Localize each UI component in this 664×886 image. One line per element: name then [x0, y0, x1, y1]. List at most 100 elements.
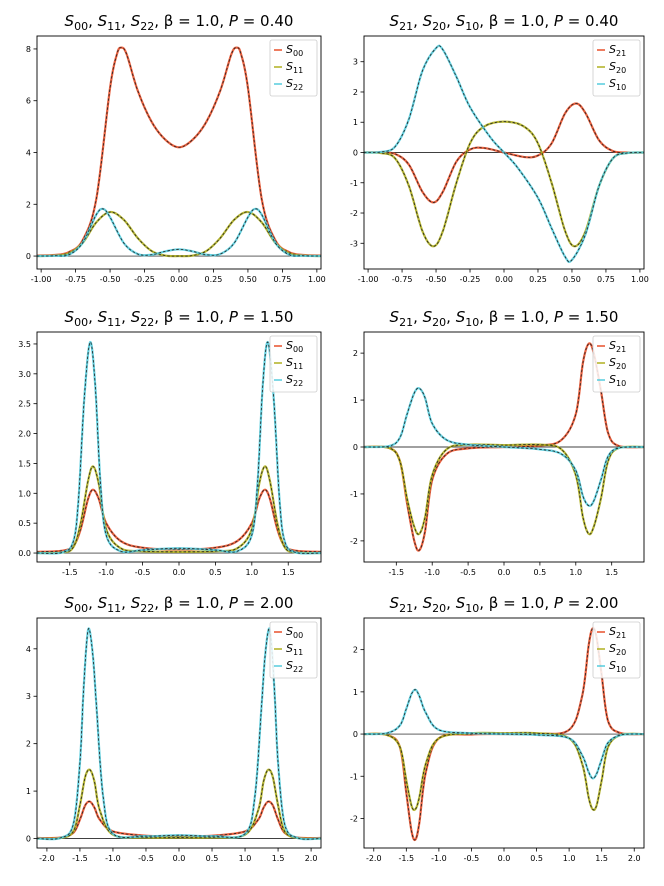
title-p-value: = 0.40 — [568, 12, 619, 30]
x-tick-label: 0.50 — [563, 275, 581, 284]
legend-subscript: 22 — [293, 665, 303, 674]
y-tick-label: 1 — [353, 688, 358, 697]
x-tick-label: -1.0 — [98, 568, 114, 577]
legend-symbol: S — [609, 43, 616, 56]
series-S11-fit-line — [37, 769, 321, 840]
x-tick-label: 2.0 — [305, 854, 318, 863]
x-tick-label: -0.75 — [392, 275, 413, 284]
title-subscript: 10 — [465, 316, 479, 329]
legend-symbol: S — [609, 356, 616, 369]
x-tick-label: 1.0 — [563, 854, 576, 863]
legend-label: S20 — [609, 60, 626, 75]
y-tick-label: -2 — [350, 209, 358, 218]
title-symbol: S — [390, 594, 400, 612]
x-tick-label: 0.5 — [206, 854, 219, 863]
series-S20-fit-line — [364, 121, 644, 247]
chart-panel-4: S21, S20, S10, β = 1.0, P = 1.50-1.5 -1.0… — [350, 308, 645, 577]
x-tick-label: -1.00 — [358, 275, 379, 284]
legend-label: S22 — [286, 373, 303, 388]
legend-subscript: 00 — [293, 49, 303, 58]
title-p-value: = 2.00 — [568, 594, 619, 612]
legend-box — [269, 621, 318, 679]
legend-label: S00 — [286, 339, 303, 354]
x-tick-label: -1.5 — [389, 568, 405, 577]
legend-symbol: S — [609, 373, 616, 386]
plot-area — [37, 627, 321, 841]
title-p-symbol: P — [554, 594, 564, 612]
series-S10-fit-line — [364, 387, 644, 507]
series-S00-fit-line — [37, 489, 321, 553]
title-separator: , — [479, 594, 489, 612]
title-separator: , — [446, 12, 456, 30]
x-tick-label: 2.0 — [628, 854, 641, 863]
y-tick-label: -3 — [350, 239, 358, 248]
title-subscript: 11 — [107, 316, 121, 329]
title-symbol: S — [65, 594, 75, 612]
plot-area — [37, 341, 321, 555]
x-tick-label: 0.00 — [495, 275, 513, 284]
legend-symbol: S — [286, 625, 293, 638]
title-beta: β = 1.0, — [164, 12, 224, 30]
x-tick-label: -1.5 — [399, 854, 415, 863]
chart-panel-5: S00, S11, S22, β = 1.0, P = 2.00-2.0 -1.5… — [26, 594, 322, 863]
y-tick-label: 0 — [353, 443, 358, 452]
title-separator: , — [413, 308, 423, 326]
series-S00-fit-line — [37, 47, 321, 256]
y-tick-label: 2 — [353, 349, 358, 358]
title-subscript: 21 — [399, 602, 413, 615]
title-beta: β = 1.0, — [489, 308, 549, 326]
y-tick-label: -1 — [350, 490, 358, 499]
x-tick-label: -2.0 — [39, 854, 55, 863]
title-subscript: 11 — [107, 20, 121, 33]
legend-box — [269, 39, 318, 97]
title-separator: , — [88, 308, 98, 326]
legend-label: S10 — [609, 77, 626, 92]
x-tick-label: -0.25 — [134, 275, 155, 284]
x-tick-label: 0.25 — [205, 275, 223, 284]
legend-box — [592, 39, 641, 97]
legend-label: S22 — [286, 77, 303, 92]
panel-title: S00, S11, S22, β = 1.0, P = 2.00 — [65, 594, 294, 615]
title-p-value: = 1.50 — [243, 308, 294, 326]
legend-symbol: S — [609, 625, 616, 638]
x-tick-label: 1.5 — [595, 854, 608, 863]
y-tick-label: 1 — [26, 787, 31, 796]
y-tick-label: 1.0 — [18, 489, 31, 498]
x-tick-label: -1.5 — [62, 568, 78, 577]
legend-label: S21 — [609, 625, 626, 640]
title-p-symbol: P — [229, 308, 239, 326]
legend-symbol: S — [286, 642, 293, 655]
title-p-symbol: P — [229, 594, 239, 612]
legend-symbol: S — [286, 77, 293, 90]
series-S10-fit-line — [364, 45, 644, 263]
title-p-symbol: P — [554, 308, 564, 326]
legend-symbol: S — [609, 642, 616, 655]
legend-subscript: 20 — [616, 362, 626, 371]
legend-subscript: 20 — [616, 66, 626, 75]
title-subscript: 10 — [465, 602, 479, 615]
x-tick-label: 1.00 — [631, 275, 649, 284]
x-tick-label: 0.0 — [498, 854, 511, 863]
title-subscript: 20 — [432, 316, 446, 329]
title-symbol: S — [98, 12, 108, 30]
y-tick-label: 3 — [353, 58, 358, 67]
y-tick-label: 6 — [26, 97, 31, 106]
x-tick-label: -0.25 — [460, 275, 481, 284]
legend-subscript: 11 — [293, 362, 303, 371]
x-tick-label: 1.5 — [272, 854, 285, 863]
legend-label: S10 — [609, 659, 626, 674]
title-symbol: S — [131, 308, 141, 326]
title-p-value: = 0.40 — [243, 12, 294, 30]
title-subscript: 22 — [140, 316, 154, 329]
x-tick-label: -0.5 — [135, 568, 151, 577]
panel-title: S21, S20, S10, β = 1.0, P = 0.40 — [390, 12, 619, 33]
title-beta: β = 1.0, — [489, 594, 549, 612]
title-beta: β = 1.0, — [164, 594, 224, 612]
plot-area — [37, 46, 321, 258]
x-tick-label: 0.5 — [530, 854, 543, 863]
legend-label: S11 — [286, 356, 303, 371]
y-tick-label: -1 — [350, 179, 358, 188]
legend-subscript: 22 — [293, 83, 303, 92]
legend-subscript: 21 — [616, 631, 626, 640]
